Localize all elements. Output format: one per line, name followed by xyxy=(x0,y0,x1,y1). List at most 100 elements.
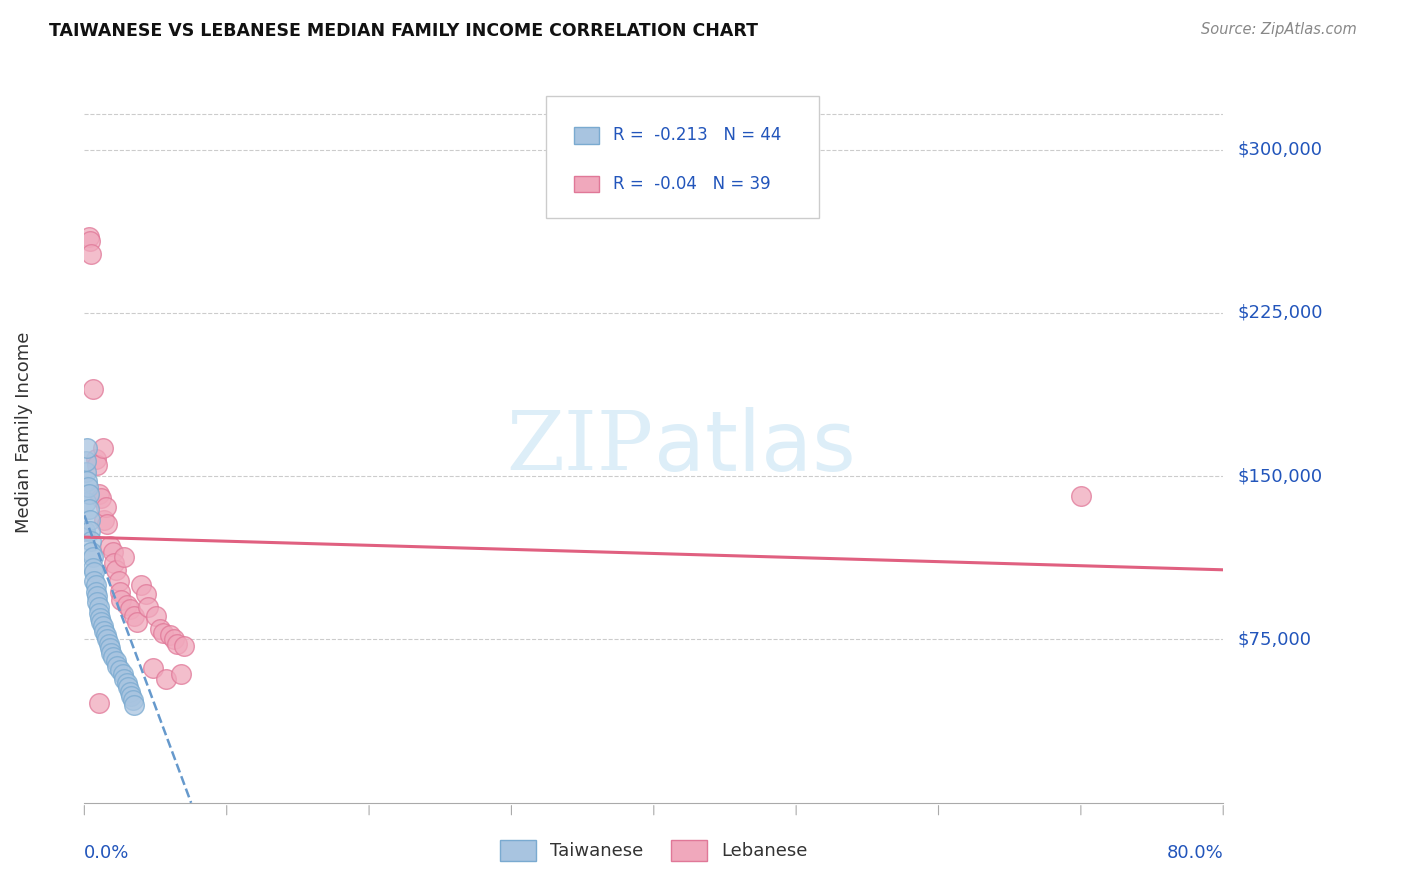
Point xyxy=(155,672,177,686)
Point xyxy=(101,545,124,559)
Point xyxy=(135,587,157,601)
Point xyxy=(131,578,153,592)
Point xyxy=(145,608,167,623)
Point xyxy=(86,458,108,473)
Point xyxy=(84,578,107,592)
Text: TAIWANESE VS LEBANESE MEDIAN FAMILY INCOME CORRELATION CHART: TAIWANESE VS LEBANESE MEDIAN FAMILY INCO… xyxy=(49,22,758,40)
Point xyxy=(138,599,160,614)
Text: R =  -0.213   N = 44: R = -0.213 N = 44 xyxy=(613,127,782,145)
Point xyxy=(104,563,127,577)
Point xyxy=(159,628,181,642)
Point xyxy=(77,229,100,244)
Point xyxy=(110,593,132,607)
Point xyxy=(166,637,188,651)
Point xyxy=(77,501,100,516)
Point xyxy=(84,584,107,599)
Point xyxy=(75,524,97,538)
Point xyxy=(76,474,98,488)
Point xyxy=(90,491,112,505)
Text: Source: ZipAtlas.com: Source: ZipAtlas.com xyxy=(1201,22,1357,37)
Point xyxy=(77,486,100,500)
Point xyxy=(115,676,138,690)
FancyBboxPatch shape xyxy=(574,128,599,144)
Point xyxy=(91,619,114,633)
Point xyxy=(87,599,110,614)
Point xyxy=(96,517,118,532)
Point xyxy=(1070,489,1092,503)
Point xyxy=(89,610,111,624)
Point xyxy=(120,689,142,703)
Point xyxy=(103,556,125,570)
Point xyxy=(149,622,172,636)
Text: $150,000: $150,000 xyxy=(1237,467,1322,485)
Point xyxy=(118,602,141,616)
Point xyxy=(75,495,97,509)
Point xyxy=(79,524,101,538)
Point xyxy=(107,574,129,588)
Text: 80.0%: 80.0% xyxy=(1167,845,1223,863)
Point xyxy=(87,607,110,621)
Point xyxy=(122,608,145,623)
Point xyxy=(84,451,107,466)
Point xyxy=(83,574,105,588)
Text: $300,000: $300,000 xyxy=(1237,141,1322,159)
Text: ZIP: ZIP xyxy=(506,408,654,487)
Point xyxy=(94,500,117,514)
Point xyxy=(83,565,105,579)
Text: Median Family Income: Median Family Income xyxy=(15,332,34,533)
Point xyxy=(96,632,118,647)
Point xyxy=(79,513,101,527)
Point xyxy=(173,639,195,653)
Point xyxy=(93,624,115,638)
Point xyxy=(104,654,127,668)
Point xyxy=(98,539,121,553)
Text: 0.0%: 0.0% xyxy=(84,845,129,863)
Point xyxy=(118,685,141,699)
Point xyxy=(98,641,121,656)
Point xyxy=(90,615,112,629)
Point xyxy=(82,382,104,396)
Point xyxy=(163,632,186,647)
Point xyxy=(82,549,104,564)
Point xyxy=(91,441,114,455)
Text: R =  -0.04   N = 39: R = -0.04 N = 39 xyxy=(613,175,770,193)
Point xyxy=(112,672,135,686)
Point xyxy=(80,534,103,549)
Point xyxy=(82,560,104,574)
Point xyxy=(79,234,101,248)
Point xyxy=(97,637,120,651)
Point xyxy=(101,649,124,664)
Point xyxy=(170,667,193,681)
Point xyxy=(87,696,110,710)
Point xyxy=(142,661,165,675)
Point xyxy=(125,615,148,629)
FancyBboxPatch shape xyxy=(574,176,599,192)
Text: $75,000: $75,000 xyxy=(1237,631,1312,648)
Point xyxy=(94,628,117,642)
Point xyxy=(80,247,103,261)
Point xyxy=(152,626,174,640)
Point xyxy=(76,441,98,455)
Point xyxy=(80,545,103,559)
Text: atlas: atlas xyxy=(654,407,855,488)
Point xyxy=(122,698,145,712)
Legend: Taiwanese, Lebanese: Taiwanese, Lebanese xyxy=(492,832,815,868)
Point xyxy=(93,513,115,527)
Point xyxy=(87,486,110,500)
Point xyxy=(117,681,139,695)
Text: $225,000: $225,000 xyxy=(1237,304,1323,322)
Point xyxy=(108,584,131,599)
Point xyxy=(115,598,138,612)
Point xyxy=(77,480,100,494)
Point xyxy=(108,663,131,677)
Point xyxy=(112,549,135,564)
Point xyxy=(100,646,122,660)
Point xyxy=(86,589,108,603)
Point xyxy=(111,667,134,681)
Point xyxy=(86,595,108,609)
FancyBboxPatch shape xyxy=(546,95,818,218)
Point xyxy=(76,454,98,468)
Point xyxy=(121,693,143,707)
Point xyxy=(75,465,97,479)
Point xyxy=(105,658,128,673)
